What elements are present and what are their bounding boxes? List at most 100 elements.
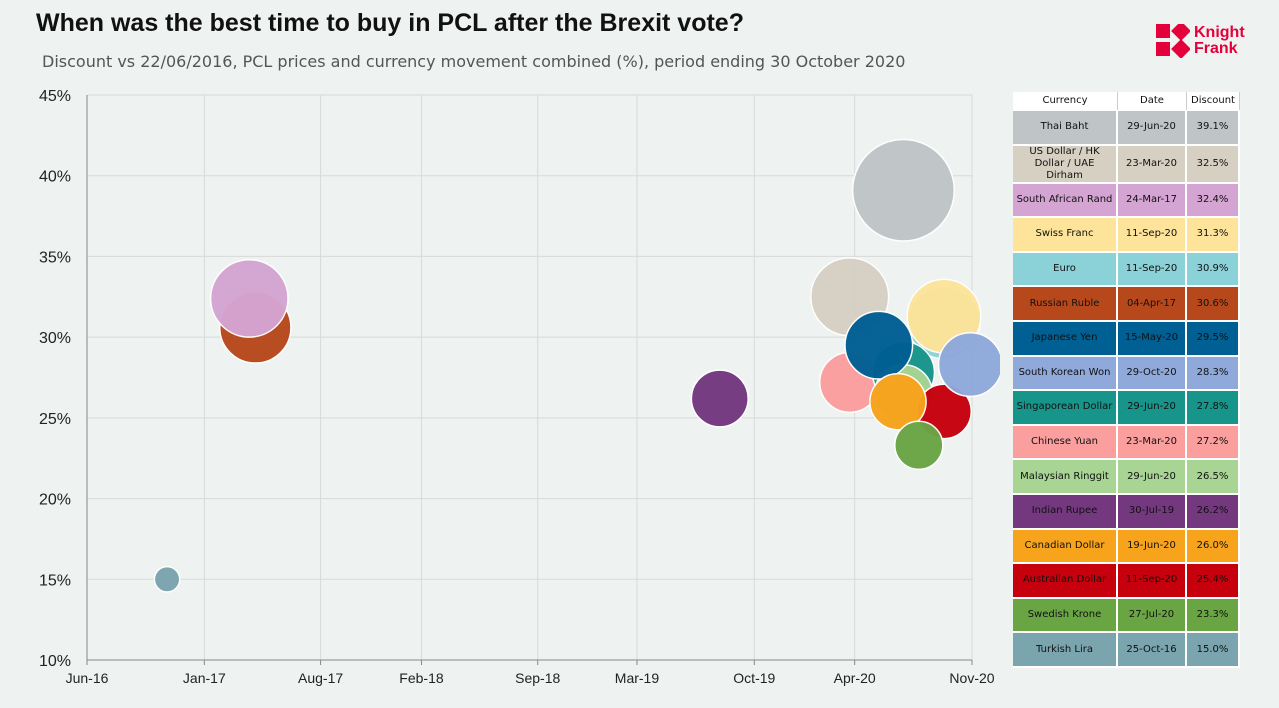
table-header-discount: Discount — [1187, 92, 1240, 111]
bubble — [153, 565, 181, 593]
x-tick-label: Jan-17 — [183, 670, 226, 686]
x-tick-label: Aug-17 — [298, 670, 343, 686]
table-cell-discount: 29.5% — [1187, 321, 1240, 357]
logo-line-2: Frank — [1194, 40, 1238, 57]
bubble — [851, 138, 956, 242]
table-cell-currency: Chinese Yuan — [1013, 425, 1118, 461]
x-tick-label: Feb-18 — [399, 670, 444, 686]
table-cell-date: 15-May-20 — [1118, 321, 1187, 357]
table-cell-currency: Singaporean Dollar — [1013, 391, 1118, 426]
table-row: Indian Rupee 30-Jul-19 26.2% — [1013, 494, 1240, 530]
table-cell-discount: 26.5% — [1187, 460, 1240, 495]
table-cell-currency: Swiss Franc — [1013, 218, 1118, 253]
y-tick-label: 45% — [39, 88, 71, 105]
table-cell-date: 25-Oct-16 — [1118, 633, 1187, 668]
table-row: South African Rand 24-Mar-17 32.4% — [1013, 183, 1240, 219]
table-cell-date: 23-Mar-20 — [1118, 425, 1187, 461]
table-row: Euro 11-Sep-20 30.9% — [1013, 252, 1240, 288]
table-cell-currency: US Dollar / HK Dollar / UAE Dirham — [1013, 145, 1118, 184]
chart-subtitle: Discount vs 22/06/2016, PCL prices and c… — [42, 52, 906, 71]
bubble — [690, 369, 749, 428]
chart-title: When was the best time to buy in PCL aft… — [36, 9, 744, 37]
table-row: US Dollar / HK Dollar / UAE Dirham 23-Mar… — [1013, 145, 1240, 184]
y-tick-label: 40% — [39, 169, 71, 186]
table-cell-date: 23-Mar-20 — [1118, 145, 1187, 184]
table-cell-discount: 30.6% — [1187, 287, 1240, 322]
table-cell-currency: Malaysian Ringgit — [1013, 460, 1118, 495]
x-tick-label: Oct-19 — [733, 670, 775, 686]
table-cell-date: 24-Mar-17 — [1118, 183, 1187, 219]
table-cell-discount: 30.9% — [1187, 252, 1240, 288]
table-cell-date: 27-Jul-20 — [1118, 598, 1187, 634]
table-cell-date: 11-Sep-20 — [1118, 564, 1187, 599]
table-header-date: Date — [1118, 92, 1187, 111]
table-row: Chinese Yuan 23-Mar-20 27.2% — [1013, 425, 1240, 461]
bubble — [937, 332, 1000, 398]
table-cell-date: 29-Oct-20 — [1118, 356, 1187, 392]
table-row: Singaporean Dollar 29-Jun-20 27.8% — [1013, 391, 1240, 426]
bubble — [869, 372, 927, 431]
table-cell-date: 11-Sep-20 — [1118, 252, 1187, 288]
table-cell-date: 04-Apr-17 — [1118, 287, 1187, 322]
table-cell-discount: 31.3% — [1187, 218, 1240, 253]
bubble-chart: Jun-16 Jan-17 Aug-17 Feb-18 Sep-18 Mar-19 Oct-… — [39, 88, 1000, 686]
table-row: South Korean Won 29-Oct-20 28.3% — [1013, 356, 1240, 392]
table-cell-currency: South African Rand — [1013, 183, 1118, 219]
table-row: Thai Baht 29-Jun-20 39.1% — [1013, 111, 1240, 146]
y-tick-label: 15% — [39, 572, 71, 589]
table-cell-currency: Australian Dollar — [1013, 564, 1118, 599]
table-row: Swiss Franc 11-Sep-20 31.3% — [1013, 218, 1240, 253]
table-row: Canadian Dollar 19-Jun-20 26.0% — [1013, 529, 1240, 565]
table-cell-discount: 15.0% — [1187, 633, 1240, 668]
table-cell-currency: Turkish Lira — [1013, 633, 1118, 668]
table-cell-date: 11-Sep-20 — [1118, 218, 1187, 253]
table-row: Japanese Yen 15-May-20 29.5% — [1013, 321, 1240, 357]
bubble — [209, 258, 289, 338]
currency-table: Currency Date Discount Thai Baht 29-Jun-2… — [1013, 92, 1240, 668]
table-cell-discount: 32.4% — [1187, 183, 1240, 219]
table-cell-date: 29-Jun-20 — [1118, 460, 1187, 495]
table-row: Russian Ruble 04-Apr-17 30.6% — [1013, 287, 1240, 322]
x-tick-label: Sep-18 — [515, 670, 560, 686]
table-cell-discount: 23.3% — [1187, 598, 1240, 634]
y-tick-label: 35% — [39, 249, 71, 266]
table-cell-currency: Thai Baht — [1013, 111, 1118, 146]
table-row: Swedish Krone 27-Jul-20 23.3% — [1013, 598, 1240, 634]
bubble — [844, 310, 914, 380]
table-cell-currency: South Korean Won — [1013, 356, 1118, 392]
table-cell-discount: 25.4% — [1187, 564, 1240, 599]
y-tick-label: 10% — [39, 653, 71, 670]
table-cell-date: 29-Jun-20 — [1118, 111, 1187, 146]
y-tick-label: 25% — [39, 411, 71, 428]
table-cell-discount: 26.2% — [1187, 494, 1240, 530]
table-cell-date: 29-Jun-20 — [1118, 391, 1187, 426]
table-body: Thai Baht 29-Jun-20 39.1% US Dollar / HK Do… — [1013, 111, 1240, 668]
x-tick-label: Nov-20 — [949, 670, 994, 686]
table-cell-discount: 27.2% — [1187, 425, 1240, 461]
table-header-currency: Currency — [1013, 92, 1118, 111]
x-tick-label: Apr-20 — [834, 670, 876, 686]
logo-line-1: Knight — [1194, 24, 1245, 41]
table-cell-currency: Canadian Dollar — [1013, 529, 1118, 565]
logo-wordmark: Knight Frank — [1194, 25, 1245, 57]
knight-frank-logo-mark-icon — [1156, 24, 1190, 58]
table-cell-discount: 28.3% — [1187, 356, 1240, 392]
y-tick-label: 20% — [39, 492, 71, 509]
table-cell-discount: 27.8% — [1187, 391, 1240, 426]
table-cell-currency: Swedish Krone — [1013, 598, 1118, 634]
table-cell-currency: Indian Rupee — [1013, 494, 1118, 530]
table-cell-discount: 32.5% — [1187, 145, 1240, 184]
table-cell-discount: 26.0% — [1187, 529, 1240, 565]
table-cell-discount: 39.1% — [1187, 111, 1240, 146]
bubble — [894, 420, 944, 471]
x-tick-label: Jun-16 — [66, 670, 109, 686]
table-row: Turkish Lira 25-Oct-16 15.0% — [1013, 633, 1240, 668]
y-tick-label: 30% — [39, 330, 71, 347]
table-header-row: Currency Date Discount — [1013, 92, 1240, 111]
x-tick-label: Mar-19 — [615, 670, 660, 686]
knight-frank-logo: Knight Frank — [1156, 24, 1245, 58]
table-cell-currency: Euro — [1013, 252, 1118, 288]
table-cell-currency: Russian Ruble — [1013, 287, 1118, 322]
table-row: Malaysian Ringgit 29-Jun-20 26.5% — [1013, 460, 1240, 495]
table-cell-currency: Japanese Yen — [1013, 321, 1118, 357]
